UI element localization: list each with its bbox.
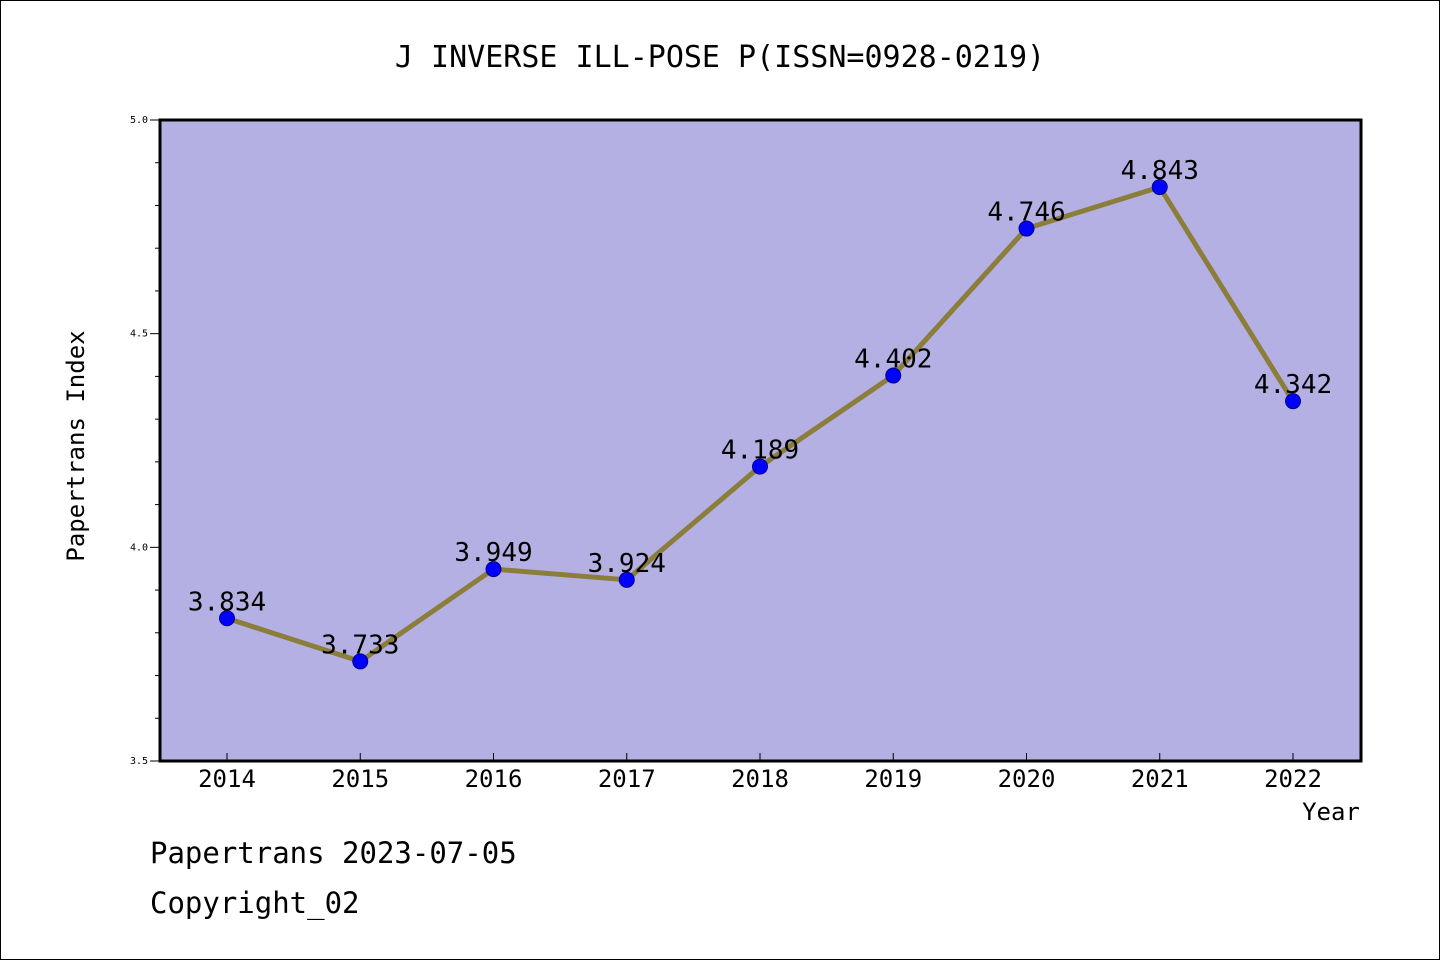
data-point	[352, 653, 369, 670]
y-tick-label: 4.5	[130, 329, 148, 340]
x-tick-label: 2017	[598, 765, 656, 793]
data-markers	[219, 179, 1301, 670]
data-label: 4.746	[987, 198, 1065, 228]
data-label: 4.843	[1121, 156, 1199, 186]
footer-date: Papertrans 2023-07-05	[150, 836, 517, 870]
data-point	[485, 561, 502, 578]
x-tick-label: 2018	[731, 765, 789, 793]
y-axis-label: Papertrans Index	[62, 330, 90, 561]
data-label: 3.834	[188, 587, 266, 617]
x-axis: 2014 2015 2016 2017 2018 2019 2020 2021 2022	[198, 753, 1322, 793]
x-tick-label: 2022	[1264, 765, 1322, 793]
data-point	[1151, 179, 1168, 196]
footer-copyright: Copyright_02	[150, 886, 360, 920]
data-label: 3.924	[588, 549, 666, 579]
data-label: 4.402	[854, 345, 932, 375]
data-label: 4.189	[721, 436, 799, 466]
data-label: 4.342	[1254, 370, 1332, 400]
x-tick-label: 2014	[198, 765, 256, 793]
data-point	[885, 367, 902, 384]
x-tick-label: 2021	[1131, 765, 1189, 793]
y-tick-label: 5.0	[130, 115, 148, 126]
data-point	[219, 610, 235, 627]
chart-title: J INVERSE ILL-POSE P(ISSN=0928-0219)	[395, 40, 1045, 75]
data-label: 3.949	[454, 538, 532, 568]
data-labels: 3.834 3.733 3.949 3.924 4.189 4.402 4.746 4.843…	[188, 156, 1332, 660]
data-point	[618, 571, 635, 588]
data-label: 3.733	[321, 630, 399, 660]
y-tick-label: 3.5	[130, 756, 148, 767]
x-tick-label: 2016	[465, 765, 523, 793]
data-point	[752, 458, 768, 475]
data-point	[1018, 220, 1035, 237]
y-axis: 3.5 4.0 4.5 5.0	[130, 115, 160, 767]
x-tick-label: 2015	[331, 765, 389, 793]
data-point	[1285, 393, 1301, 410]
x-tick-label: 2020	[998, 765, 1056, 793]
x-axis-label: Year	[1302, 798, 1360, 826]
x-tick-label: 2019	[864, 765, 922, 793]
y-tick-label: 4.0	[130, 542, 148, 553]
